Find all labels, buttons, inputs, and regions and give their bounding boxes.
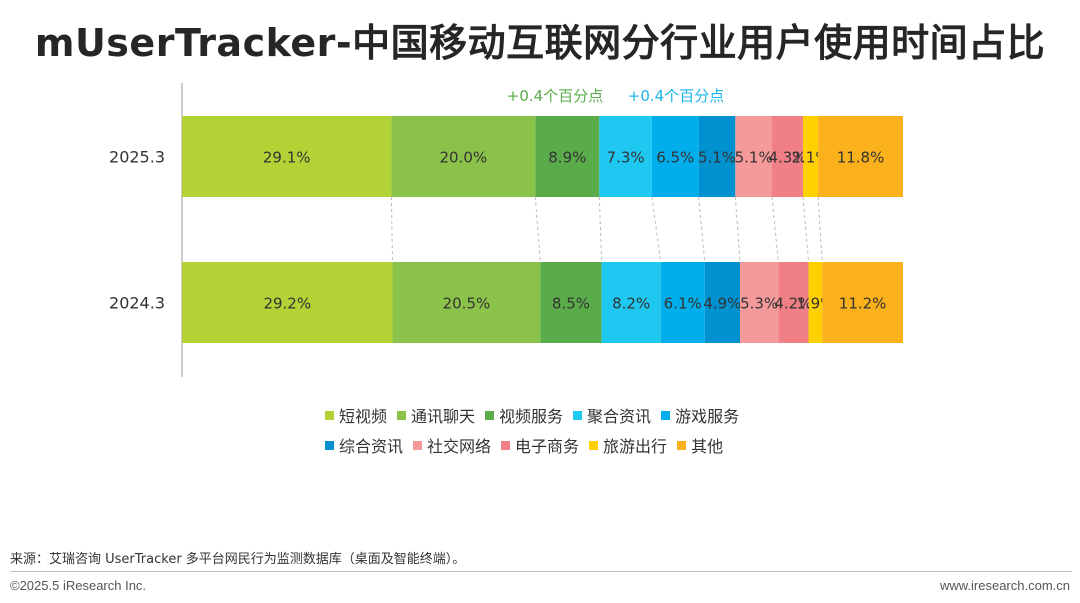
legend-label: 游戏服务 [675,407,740,426]
data-label: 4.3% [768,149,806,167]
bar-segment [660,262,705,343]
bar-segment [740,262,779,343]
legend-swatch [677,440,687,450]
legend-swatch [501,440,511,450]
footer-divider [10,571,1072,572]
data-label: 4.2% [774,295,812,313]
data-label: 6.1% [664,295,702,313]
bar-segment [772,116,803,197]
data-label: 5.1% [735,149,773,167]
bar-segment [599,116,652,197]
data-label: 20.5% [443,295,491,313]
legend-label: 综合资讯 [339,437,404,456]
website-url: www.iresearch.com.cn [939,578,1070,593]
copyright-text: ©2025.5 iResearch Inc. [10,578,147,593]
connector-line [771,196,779,263]
chart-legend: 短视频 通讯聊天 视频服务 聚合资讯 游戏服务综合资讯 社交网络 电子商务 旅游出行 其他 [325,400,795,460]
legend-item: 游戏服务 [661,403,739,427]
change-annotation: +0.4个百分点 [507,87,603,105]
legend-label: 旅游出行 [603,437,668,456]
bar-segment [651,116,699,197]
legend-label: 其他 [691,437,724,456]
bar-segment [735,116,773,197]
data-label: 6.5% [656,149,694,167]
legend-item: 社交网络 [413,433,491,457]
change-annotation: +0.4个百分点 [628,87,724,105]
legend-label: 视频服务 [499,407,564,426]
legend-item: 通讯聊天 [397,403,475,427]
bar-segment [698,116,736,197]
legend-item: 综合资讯 [325,433,403,457]
category-label: 2025.3 [109,148,165,167]
bar-segment [778,262,809,343]
legend-swatch [573,410,583,420]
legend-row: 短视频 通讯聊天 视频服务 聚合资讯 游戏服务 [325,400,795,430]
legend-swatch [325,410,334,420]
chart-title: mUserTracker-中国移动互联网分行业用户使用时间占比 [34,21,1046,65]
bar-segment [182,262,393,343]
legend-row: 综合资讯 社交网络 电子商务 旅游出行 其他 [325,430,795,460]
legend-swatch [589,440,599,450]
legend-label: 电子商务 [515,437,580,456]
bar-segment [822,262,903,343]
bar-segment [535,116,600,197]
data-label: 11.2% [839,295,887,313]
legend-item: 电子商务 [501,433,579,457]
connector-line [390,196,394,263]
connector-line [651,196,662,263]
legend-item: 其他 [677,433,723,457]
connector-line [817,196,823,263]
category-label: 2024.3 [109,294,165,313]
data-label: 20.0% [440,149,488,167]
bar-segment [182,116,392,197]
data-label: 8.9% [548,149,586,167]
legend-swatch [485,410,495,420]
bar-segment [818,116,903,197]
legend-label: 社交网络 [427,437,492,456]
bar-segment [392,262,541,343]
legend-swatch [413,440,423,450]
legend-item: 短视频 [325,403,387,427]
legend-swatch [325,440,334,450]
connector-line [734,196,741,263]
connector-line [802,196,810,263]
bar-segment [802,116,819,197]
data-label: 29.2% [263,295,311,313]
legend-item: 聚合资讯 [573,403,651,427]
bar-segment [391,116,536,197]
source-note: 来源：艾瑞咨询 UserTracker 多平台网民行为监测数据库（桌面及智能终端… [10,552,466,567]
bar-segment [704,262,741,343]
data-label: 8.2% [612,295,650,313]
legend-item: 视频服务 [485,403,563,427]
data-label: 5.1% [698,149,736,167]
legend-swatch [661,410,671,420]
bar-segment [540,262,602,343]
legend-label: 短视频 [339,407,388,426]
data-label: 8.5% [552,295,590,313]
data-label: 11.8% [837,149,885,167]
data-label: 7.3% [607,149,645,167]
data-label: 4.9% [703,295,741,313]
connector-line [698,196,706,263]
bar-segment [601,262,661,343]
legend-label: 通讯聊天 [411,407,476,426]
connector-line [534,196,541,263]
legend-label: 聚合资讯 [587,407,652,426]
bar-segment [808,262,823,343]
data-label: 29.1% [263,149,311,167]
connector-line [598,196,603,263]
data-label: 5.3% [740,295,778,313]
legend-swatch [397,410,407,420]
legend-item: 旅游出行 [589,433,667,457]
